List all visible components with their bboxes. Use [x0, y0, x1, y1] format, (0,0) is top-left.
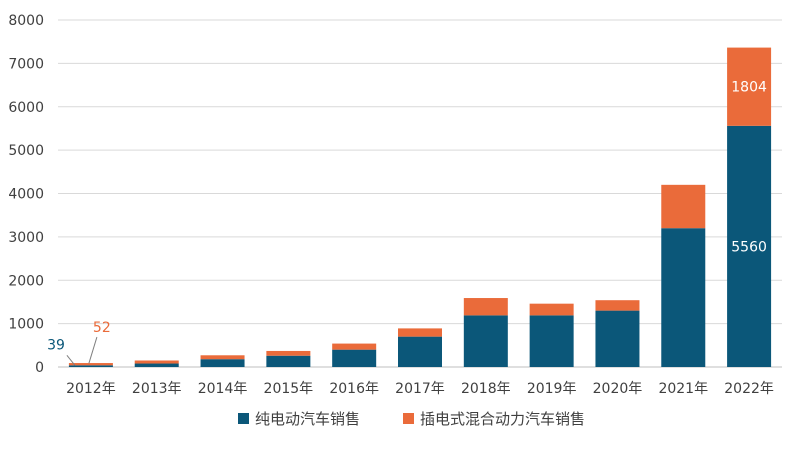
bar-segment-phev [727, 47, 772, 126]
bar-segment-bev [727, 125, 772, 368]
legend-label: 插电式混合动力汽车销售 [420, 410, 585, 428]
bar-segment-phev [463, 298, 508, 316]
bar-segment-bev [398, 336, 442, 367]
bar-segment-bev [332, 349, 377, 367]
x-tick-label: 2012年 [66, 381, 116, 397]
x-tick-label: 2022年 [724, 381, 774, 397]
bar-segment-bev [266, 355, 311, 367]
x-tick-label: 2019年 [527, 381, 577, 397]
x-axis-tick-labels: 2012年 2013年 2014年 2015年 2016年 2017年 2018年 2019年… [66, 381, 774, 397]
y-tick-label: 3000 [8, 230, 44, 246]
bar-segment-phev [595, 300, 640, 311]
y-axis-tick-labels: 0 1000 2000 3000 4000 5000 6000 7000 8000 [8, 13, 44, 376]
x-tick-label: 2013年 [132, 381, 182, 397]
y-tick-label: 0 [35, 360, 44, 376]
legend-swatch [403, 413, 414, 424]
data-label: 39 [47, 337, 65, 353]
y-tick-label: 1000 [8, 317, 44, 333]
x-tick-label: 2017年 [395, 381, 445, 397]
bar-segment-phev [200, 355, 245, 360]
bar-segment-bev [661, 228, 706, 367]
bar-segment-phev [332, 343, 377, 350]
x-tick-label: 2014年 [198, 381, 248, 397]
y-tick-label: 7000 [8, 56, 44, 72]
bars [68, 47, 772, 368]
bar-segment-bev [68, 365, 113, 367]
legend-swatch [238, 413, 249, 424]
bar-segment-bev [529, 315, 574, 367]
y-tick-label: 8000 [8, 13, 44, 29]
bar-segment-phev [68, 363, 113, 366]
bar-segment-phev [398, 328, 442, 337]
y-tick-label: 4000 [8, 187, 44, 203]
legend-label: 纯电动汽车销售 [255, 410, 360, 428]
x-tick-label: 2021年 [658, 381, 708, 397]
x-tick-label: 2016年 [329, 381, 379, 397]
legend: 纯电动汽车销售 插电式混合动力汽车销售 [238, 410, 585, 428]
bar-segment-phev [529, 303, 574, 316]
x-tick-label: 2020年 [593, 381, 643, 397]
x-tick-label: 2015年 [264, 381, 314, 397]
y-tick-label: 5000 [8, 143, 44, 159]
leader-line [66, 354, 76, 366]
bar-segment-bev [200, 359, 245, 367]
y-tick-label: 2000 [8, 273, 44, 289]
bar-segment-phev [661, 184, 706, 229]
gridlines [58, 19, 782, 368]
x-tick-label: 2018年 [461, 381, 511, 397]
leader-line [88, 336, 98, 364]
data-label: 52 [93, 320, 111, 336]
bar-segment-phev [266, 350, 311, 356]
data-labels: 39 52 1804 5560 [47, 80, 767, 366]
data-label: 1804 [731, 80, 767, 96]
data-label: 5560 [731, 239, 767, 255]
y-tick-label: 6000 [8, 100, 44, 116]
bar-segment-bev [134, 363, 179, 367]
bar-segment-bev [463, 315, 508, 367]
bar-segment-phev [134, 360, 179, 364]
bar-segment-bev [595, 310, 640, 367]
